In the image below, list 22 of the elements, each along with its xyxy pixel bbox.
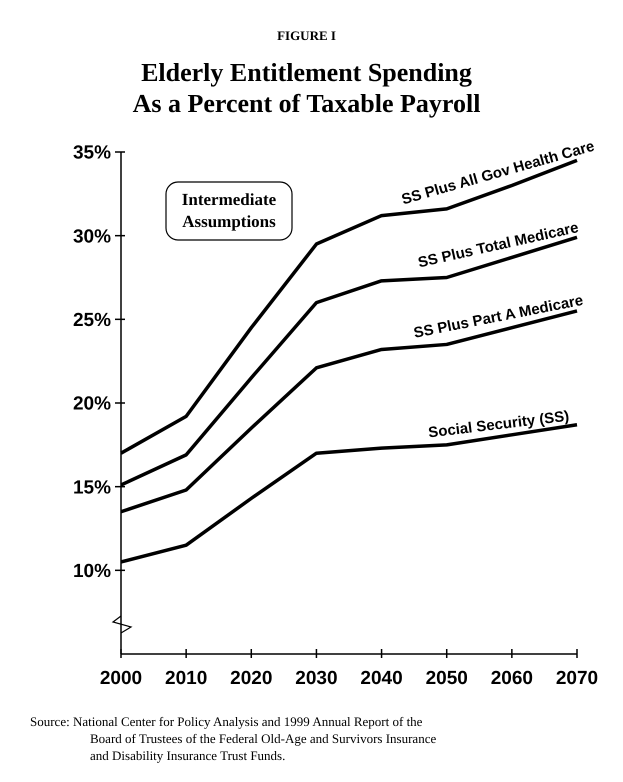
chart-subtitle: FIGURE I: [277, 28, 336, 43]
x-tick-label: 2000: [100, 668, 142, 689]
x-tick-label: 2070: [556, 668, 598, 689]
x-tick-label: 2040: [360, 668, 403, 689]
text: Social Security (SS): [427, 408, 570, 442]
x-tick-label: 2020: [230, 668, 272, 689]
chart-title: Elderly Entitlement Spending As a Percent of Taxable Payroll: [132, 58, 480, 118]
text: SS Plus Total Medicare: [416, 219, 580, 272]
source-note: Source: National Center for Policy Analysis and 1999 Annual Report of the Board of Trustees of the Federal Old-Age and Survivors Insurance and Disability Insurance Trust Funds.: [30, 714, 436, 763]
x-tick-label: 2050: [426, 668, 468, 689]
y-tick-label: 15%: [72, 477, 112, 498]
y-tick-label: 25%: [72, 310, 112, 331]
y-tick-label: 35%: [72, 142, 112, 164]
x-tick-label: 2030: [295, 668, 338, 689]
x-tick-label: 2060: [490, 668, 533, 689]
annotation: Intermediate Assumptions: [182, 190, 277, 231]
y-tick-label: 30%: [72, 226, 112, 248]
text: SS Plus All Gov Health Care: [400, 138, 596, 208]
text: SS Plus Part A Medicare: [412, 292, 585, 342]
y-tick-label: 10%: [72, 560, 112, 582]
x-tick-label: 2010: [165, 668, 208, 689]
y-tick-label: 20%: [72, 394, 112, 415]
